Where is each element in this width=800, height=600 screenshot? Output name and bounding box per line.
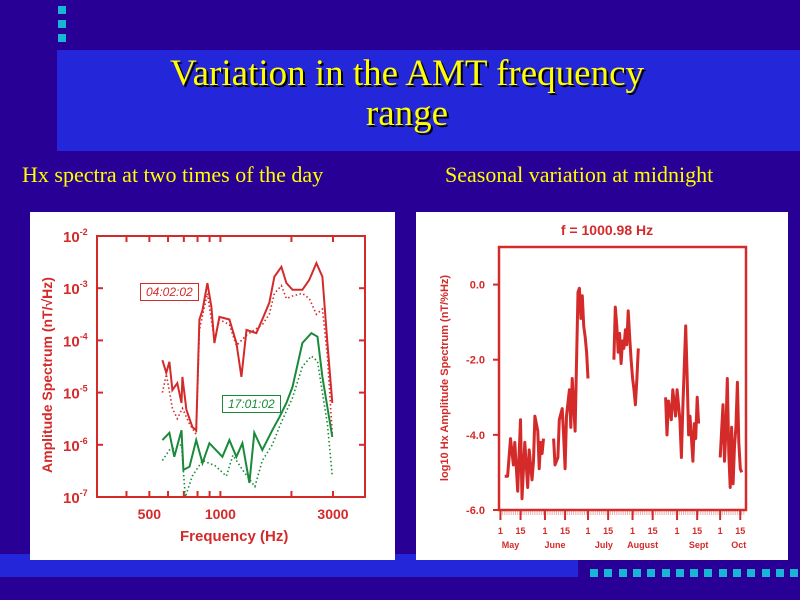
decor-square <box>675 569 684 577</box>
subtitle-right: Seasonal variation at midnight <box>445 162 714 187</box>
series-line <box>161 331 334 484</box>
y-tick-label: 10-7 <box>63 488 88 507</box>
decor-square <box>733 569 741 577</box>
plot-frame <box>497 245 748 512</box>
month-label: May <box>502 540 520 550</box>
subtitle-left: Hx spectra at two times of the day <box>22 162 324 187</box>
x-tick-label: 500 <box>138 506 162 522</box>
decor-square <box>704 569 713 577</box>
series-line <box>161 284 334 438</box>
decor-square <box>590 569 598 577</box>
series-line <box>161 354 334 498</box>
spectra-chart: 500 1000 3000 10-2 10-3 10-4 10-5 10-6 10-7 <box>63 227 366 522</box>
month-label: Oct <box>731 540 746 550</box>
decor-square <box>647 569 656 577</box>
spectra-chart-panel: 500 1000 3000 10-2 10-3 10-4 10-5 10-6 10-7 Freq… <box>30 212 395 560</box>
seasonal-chart: 0.0 -2.0 -4.0 -6.0 1 15 1 15 1 15 1 15 1 15 1 15 May June… <box>466 245 748 550</box>
y-tick-label: 10-2 <box>63 227 88 246</box>
decor-square <box>718 569 727 577</box>
y-axis-label: log10 Hx Amplitude Spectrum (nT/%Hz) <box>439 274 451 482</box>
title-band <box>57 50 800 151</box>
x-tick-label: 3000 <box>317 506 348 522</box>
x-tick-label: 1 <box>542 526 547 536</box>
y-tick-label: -6.0 <box>466 505 485 517</box>
decor-square <box>58 6 66 14</box>
decor-square <box>661 569 670 577</box>
decor-square <box>58 34 66 42</box>
x-tick-label: 15 <box>516 526 526 536</box>
x-tick-label: 1 <box>675 526 680 536</box>
seasonal-chart-panel: 0.0 -2.0 -4.0 -6.0 1 15 1 15 1 15 1 15 1 15 1 15 May June… <box>416 212 788 560</box>
series-line <box>161 260 334 433</box>
y-tick-label: 10-5 <box>63 384 88 403</box>
month-label: Sept <box>689 540 709 550</box>
series-line <box>612 305 640 407</box>
y-tick-label: 0.0 <box>470 280 485 292</box>
decor-square <box>618 569 627 577</box>
x-tick-label: 15 <box>692 526 702 536</box>
x-axis-label: Frequency (Hz) <box>180 528 289 545</box>
month-label: July <box>595 540 613 550</box>
x-tick-label: 1 <box>498 526 503 536</box>
series-line <box>664 324 701 463</box>
x-tick-label: 1 <box>630 526 635 536</box>
x-tick-label: 1000 <box>205 506 236 522</box>
y-axis-label: Amplitude Spectrum (nT/√Hz) <box>39 277 55 473</box>
x-tick-label: 1 <box>718 526 723 536</box>
plot-frame <box>96 235 366 498</box>
decor-square <box>58 20 66 28</box>
decor-square <box>632 569 641 577</box>
decor-square <box>604 569 613 577</box>
month-label: August <box>627 540 658 550</box>
x-tick-label: 15 <box>560 526 570 536</box>
x-tick-label: 1 <box>586 526 591 536</box>
y-tick-label: 10-6 <box>63 436 88 455</box>
decor-square <box>761 569 770 577</box>
decor-square <box>690 569 699 577</box>
y-tick-label: -2.0 <box>466 355 485 367</box>
decor-square <box>747 569 756 577</box>
decor-square <box>775 569 784 577</box>
x-tick-label: 15 <box>735 526 745 536</box>
y-tick-label: 10-4 <box>63 331 88 350</box>
chart-title: f = 1000.98 Hz <box>560 222 654 238</box>
series-line <box>504 414 545 501</box>
legend-label-1701: 17:01:02 <box>222 395 281 413</box>
y-tick-label: 10-3 <box>63 279 88 298</box>
series-line <box>718 377 744 489</box>
legend-label-0402: 04:02:02 <box>140 283 199 301</box>
x-tick-label: 15 <box>603 526 613 536</box>
month-label: June <box>544 540 565 550</box>
decor-square <box>790 569 799 577</box>
title-line-2: range <box>365 93 449 134</box>
y-tick-label: -4.0 <box>466 430 485 442</box>
slide-title: Variation in the AMT frequency range <box>57 54 757 134</box>
series-line <box>552 286 590 471</box>
title-line-1: Variation in the AMT frequency <box>169 53 645 94</box>
x-tick-label: 15 <box>648 526 658 536</box>
